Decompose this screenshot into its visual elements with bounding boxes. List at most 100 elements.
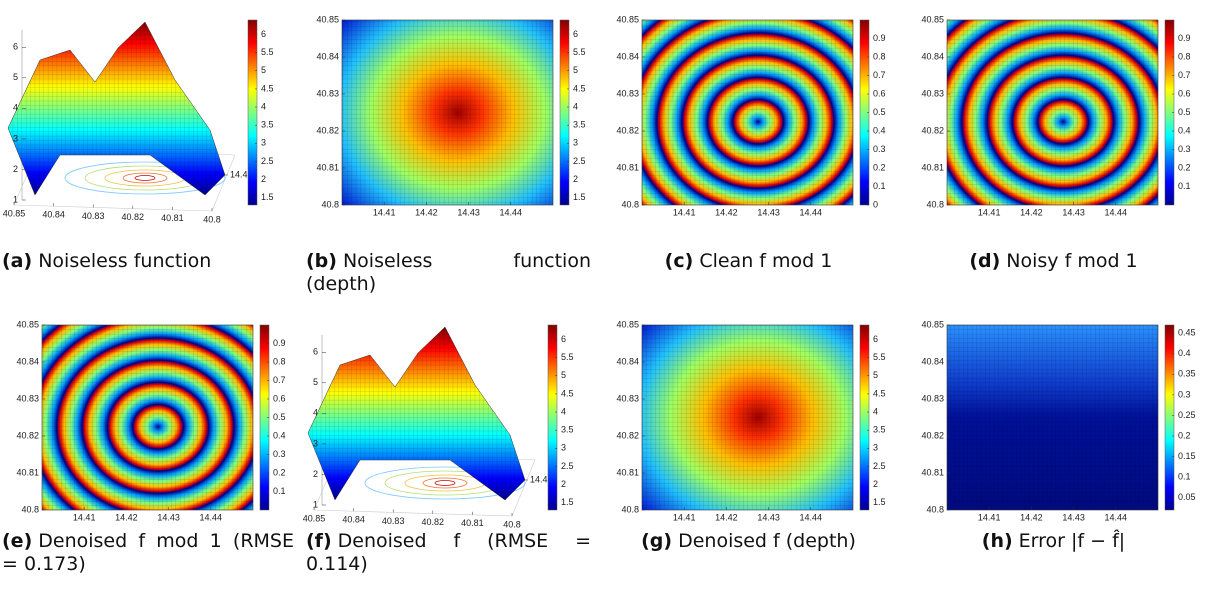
colorbar-tick-label: 2.5 bbox=[573, 156, 586, 166]
colorbar-tick-label: 0.4 bbox=[273, 430, 286, 440]
caption-label: (f) bbox=[306, 530, 332, 552]
caption-text: Noiseless function (depth) bbox=[306, 250, 591, 295]
z-tick-label: 1 bbox=[313, 499, 318, 509]
colorbar-tick-label: 0.6 bbox=[1178, 88, 1191, 98]
y-tick-label: 40.81 bbox=[316, 162, 339, 172]
caption-text: Noiseless function bbox=[38, 250, 212, 272]
z-tick-label: 4 bbox=[313, 408, 318, 418]
contour bbox=[122, 172, 168, 184]
colorbar-tick-label: 6 bbox=[561, 334, 566, 344]
y-tick-label: 40.81 bbox=[616, 467, 639, 477]
colorbar-tick-label: 5.5 bbox=[573, 47, 586, 57]
x-tick-label: 40.8 bbox=[503, 519, 521, 529]
y-tick-label: 40.82 bbox=[316, 125, 339, 135]
caption: (a) Noiseless function bbox=[2, 250, 294, 273]
colorbar-tick-label: 5.5 bbox=[561, 352, 574, 362]
z-tick-label: 5 bbox=[13, 72, 18, 82]
x-tick-label: 14.41 bbox=[978, 207, 1001, 217]
colorbar-tick-label: 0.9 bbox=[873, 33, 886, 43]
colorbar-tick-label: 0.25 bbox=[1178, 410, 1196, 420]
z-tick-label: 2 bbox=[13, 164, 18, 174]
side-tick-label: 14.42 bbox=[230, 169, 253, 179]
colorbar-tick-label: 0.9 bbox=[1178, 33, 1191, 43]
colorbar-tick-label: 3.5 bbox=[873, 425, 886, 435]
y-tick-label: 40.81 bbox=[921, 162, 944, 172]
colorbar-tick-label: 0.4 bbox=[873, 125, 886, 135]
colorbar-tick-label: 4.5 bbox=[873, 388, 886, 398]
side-tick-label: 14.42 bbox=[530, 474, 553, 484]
colorbar bbox=[247, 19, 258, 206]
colorbar-tick-label: 0.6 bbox=[273, 393, 286, 403]
y-tick-label: 40.85 bbox=[921, 319, 944, 329]
z-tick-label: 1 bbox=[13, 194, 18, 204]
colorbar bbox=[1164, 324, 1175, 511]
y-tick-label: 40.8 bbox=[926, 504, 944, 514]
y-tick-label: 40.83 bbox=[921, 88, 944, 98]
colorbar-tick-label: 5 bbox=[561, 370, 566, 380]
y-tick-label: 40.8 bbox=[621, 504, 639, 514]
colorbar-tick-label: 0.2 bbox=[873, 162, 886, 172]
colorbar-tick-label: 4 bbox=[573, 101, 578, 111]
caption-label: (e) bbox=[2, 530, 33, 552]
colorbar-tick-label: 0.7 bbox=[273, 375, 286, 385]
y-tick-label: 40.84 bbox=[16, 356, 39, 366]
colorbar-tick-label: 1.5 bbox=[573, 192, 586, 202]
colorbar-tick-label: 0.2 bbox=[1178, 162, 1191, 172]
x-tick-label: 14.41 bbox=[978, 512, 1001, 522]
colorbar-tick-label: 1.5 bbox=[561, 497, 574, 507]
x-tick-label: 14.42 bbox=[715, 512, 738, 522]
x-tick-label: 14.42 bbox=[415, 207, 438, 217]
y-tick-label: 40.84 bbox=[921, 51, 944, 61]
caption-text: Denoised f (depth) bbox=[678, 530, 856, 552]
caption-label: (b) bbox=[306, 250, 337, 272]
colorbar-tick-label: 0.5 bbox=[1178, 107, 1191, 117]
colorbar-tick-label: 0.45 bbox=[1178, 328, 1196, 338]
x-tick-label: 40.82 bbox=[122, 212, 145, 222]
x-tick-label: 40.84 bbox=[342, 515, 365, 525]
x-tick-label: 14.42 bbox=[715, 207, 738, 217]
colorbar-tick-label: 0.4 bbox=[1178, 348, 1191, 358]
caption-label: (g) bbox=[641, 530, 673, 552]
x-tick-label: 14.41 bbox=[673, 207, 696, 217]
colorbar-tick-label: 0.8 bbox=[873, 51, 886, 61]
colorbar-tick-label: 3.5 bbox=[561, 425, 574, 435]
colorbar-tick-label: 0.1 bbox=[873, 181, 886, 191]
colorbar bbox=[547, 324, 558, 511]
colorbar-tick-label: 0.1 bbox=[273, 486, 286, 496]
y-tick-label: 40.84 bbox=[921, 356, 944, 366]
colorbar-tick-label: 5.5 bbox=[261, 47, 274, 57]
colorbar-tick-label: 6 bbox=[573, 29, 578, 39]
contour bbox=[364, 466, 526, 500]
x-tick-label: 14.44 bbox=[200, 512, 223, 522]
y-tick-label: 40.8 bbox=[321, 199, 339, 209]
colorbar-tick-label: 6 bbox=[261, 29, 266, 39]
y-tick-label: 40.83 bbox=[316, 88, 339, 98]
z-tick-label: 6 bbox=[13, 42, 18, 52]
caption-text: Clean f mod 1 bbox=[699, 250, 833, 272]
x-tick-label: 14.44 bbox=[1105, 512, 1128, 522]
x-tick-label: 40.82 bbox=[422, 517, 445, 527]
caption-label: (d) bbox=[969, 250, 1001, 272]
colorbar bbox=[559, 19, 570, 206]
colorbar-tick-label: 3.5 bbox=[261, 120, 274, 130]
z-tick-label: 3 bbox=[313, 438, 318, 448]
colorbar-tick-label: 0.2 bbox=[1178, 430, 1191, 440]
cell-grid bbox=[946, 324, 1159, 511]
caption-label: (a) bbox=[2, 250, 33, 272]
colorbar-tick-label: 2 bbox=[573, 174, 578, 184]
x-tick-label: 40.8 bbox=[203, 214, 221, 224]
caption: (f) Denoised f (RMSE = 0.114) bbox=[306, 530, 591, 576]
x-tick-label: 14.41 bbox=[673, 512, 696, 522]
z-tick-label: 3 bbox=[13, 133, 18, 143]
x-tick-label: 14.42 bbox=[1020, 207, 1043, 217]
colorbar-tick-label: 3 bbox=[261, 138, 266, 148]
colorbar-tick-label: 0.1 bbox=[1178, 471, 1191, 481]
colorbar-tick-label: 1.5 bbox=[873, 497, 886, 507]
colorbar-tick-label: 5 bbox=[573, 65, 578, 75]
y-tick-label: 40.82 bbox=[921, 430, 944, 440]
colorbar-tick-label: 0.1 bbox=[1178, 181, 1191, 191]
colorbar-tick-label: 4.5 bbox=[261, 83, 274, 93]
colorbar bbox=[859, 324, 870, 511]
y-tick-label: 40.81 bbox=[16, 467, 39, 477]
